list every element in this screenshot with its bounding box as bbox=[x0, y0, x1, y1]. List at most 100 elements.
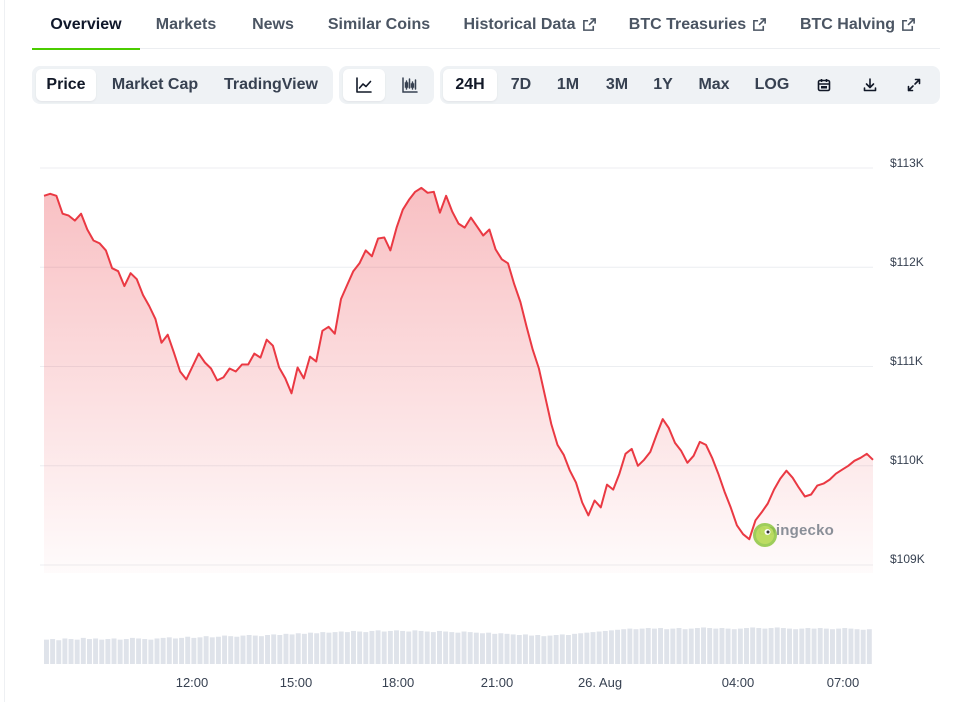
volume-bar bbox=[799, 628, 805, 664]
price-chart[interactable]: $113K $112K $111K $110K $109K 12:00 15:0… bbox=[0, 110, 958, 702]
tab-label: News bbox=[252, 15, 294, 33]
range-1m-button[interactable]: 1M bbox=[556, 76, 580, 93]
left-border bbox=[4, 0, 5, 702]
volume-bar bbox=[774, 627, 780, 664]
market-cap-view-button[interactable]: Market Cap bbox=[111, 76, 199, 93]
volume-bar bbox=[203, 636, 209, 664]
calendar-button[interactable] bbox=[806, 69, 842, 101]
volume-bar bbox=[228, 636, 234, 664]
price-area-fill bbox=[44, 187, 873, 573]
volume-bar bbox=[258, 636, 264, 664]
volume-bar bbox=[123, 639, 129, 664]
volume-bar bbox=[823, 628, 829, 664]
tab-historical-data[interactable]: Historical Data bbox=[460, 0, 600, 49]
tab-btc-treasuries[interactable]: BTC Treasuries bbox=[628, 0, 768, 49]
coin-nav-tabs: Overview Markets News Similar Coins Hist… bbox=[32, 0, 940, 50]
range-1y-button[interactable]: 1Y bbox=[653, 76, 673, 93]
chart-view-toggle: Price Market Cap TradingView bbox=[32, 66, 333, 104]
volume-bar bbox=[93, 638, 99, 664]
volume-bar bbox=[504, 633, 510, 664]
volume-bar bbox=[62, 638, 68, 664]
candlestick-chart-icon bbox=[402, 77, 418, 93]
price-view-button[interactable]: Price bbox=[36, 69, 96, 101]
volume-bar bbox=[351, 630, 356, 664]
y-tick-label: $112K bbox=[890, 255, 924, 269]
volume-bar bbox=[492, 633, 498, 664]
volume-bar bbox=[314, 633, 320, 664]
volume-bar bbox=[197, 637, 203, 664]
tab-news[interactable]: News bbox=[246, 0, 300, 49]
volume-bar bbox=[301, 633, 307, 664]
y-tick-label: $109K bbox=[890, 552, 925, 566]
volume-bar bbox=[320, 632, 326, 664]
range-max-button[interactable]: Max bbox=[698, 76, 730, 93]
volume-bar bbox=[498, 633, 504, 664]
volume-bar bbox=[80, 637, 86, 664]
volume-bar bbox=[166, 637, 172, 664]
tab-similar-coins[interactable]: Similar Coins bbox=[324, 0, 434, 49]
range-3m-button[interactable]: 3M bbox=[605, 76, 629, 93]
volume-bar bbox=[516, 635, 522, 664]
range-24h-button[interactable]: 24H bbox=[443, 69, 497, 101]
tab-btc-halving[interactable]: BTC Halving bbox=[798, 0, 918, 49]
y-tick-label: $110K bbox=[890, 453, 924, 467]
line-chart-button[interactable] bbox=[343, 69, 385, 101]
volume-bar bbox=[854, 629, 860, 664]
volume-bar bbox=[529, 635, 535, 664]
volume-bar bbox=[848, 628, 854, 664]
tab-label: Overview bbox=[50, 15, 122, 33]
volume-bar bbox=[780, 628, 786, 664]
download-button[interactable] bbox=[852, 69, 888, 101]
price-chart-svg bbox=[40, 167, 874, 664]
price-line bbox=[43, 186, 874, 541]
volume-bar bbox=[136, 638, 142, 664]
tab-overview[interactable]: Overview bbox=[32, 0, 140, 50]
volume-bar bbox=[111, 638, 117, 664]
volume-bar bbox=[737, 628, 743, 664]
volume-bar bbox=[658, 628, 664, 664]
volume-bar bbox=[357, 631, 363, 664]
tab-label: Markets bbox=[155, 15, 217, 33]
tab-markets[interactable]: Markets bbox=[150, 0, 222, 49]
volume-bar bbox=[252, 635, 258, 664]
volume-bar bbox=[682, 629, 688, 664]
volume-bar bbox=[185, 636, 191, 664]
volume-bar bbox=[701, 627, 706, 664]
volume-bar bbox=[172, 638, 178, 664]
volume-bar bbox=[56, 640, 62, 664]
volume-bar bbox=[535, 635, 541, 664]
volume-bar bbox=[768, 628, 774, 664]
volume-bar bbox=[590, 632, 596, 664]
volume-bar bbox=[160, 637, 166, 664]
volume-bar bbox=[271, 634, 277, 664]
volume-bar bbox=[86, 639, 92, 664]
volume-bar bbox=[615, 629, 621, 664]
x-tick-label: 21:00 bbox=[480, 675, 514, 690]
volume-bar bbox=[449, 632, 455, 664]
volume-bar bbox=[295, 633, 301, 664]
volume-bar bbox=[670, 628, 676, 664]
volume-bar bbox=[424, 631, 430, 664]
log-scale-button[interactable]: LOG bbox=[754, 76, 790, 93]
range-7d-button[interactable]: 7D bbox=[510, 76, 532, 93]
volume-bar bbox=[572, 633, 578, 664]
volume-bar bbox=[744, 628, 749, 664]
volume-bar bbox=[406, 631, 412, 664]
y-tick-label: $113K bbox=[890, 156, 924, 170]
volume-bar bbox=[836, 628, 842, 664]
tab-label: Similar Coins bbox=[327, 15, 431, 33]
volume-bar bbox=[541, 636, 547, 664]
fullscreen-button[interactable] bbox=[896, 69, 932, 101]
volume-bar bbox=[105, 639, 111, 664]
volume-bar bbox=[283, 633, 289, 664]
volume-bar bbox=[418, 630, 424, 664]
external-link-icon bbox=[902, 18, 915, 31]
tradingview-button[interactable]: TradingView bbox=[224, 76, 318, 93]
candlestick-chart-button[interactable] bbox=[389, 69, 431, 101]
volume-bar bbox=[400, 630, 406, 664]
coingecko-watermark: coingecko bbox=[752, 522, 834, 547]
time-range-toggle: 24H 7D 1M 3M 1Y Max LOG bbox=[440, 66, 940, 104]
volume-bar bbox=[68, 639, 74, 664]
volume-bar bbox=[394, 630, 399, 664]
volume-bar bbox=[608, 630, 614, 664]
